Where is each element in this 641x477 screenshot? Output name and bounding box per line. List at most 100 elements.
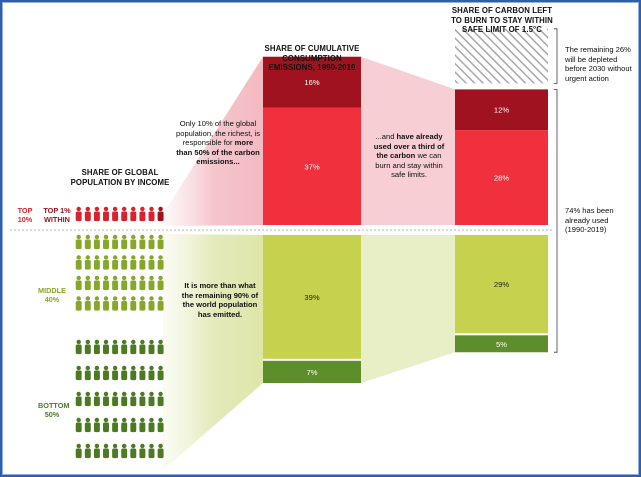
person-icon-mid2-4 xyxy=(112,275,119,291)
person-icon-bot2-6 xyxy=(130,391,137,407)
person-icon-mid2-6 xyxy=(130,275,137,291)
person-icon-bot3-3 xyxy=(103,417,109,433)
note-richest: Only 10% of the global population, the r… xyxy=(176,119,260,167)
person-icon-bot4-2 xyxy=(93,443,100,459)
person-icon-mid0-4 xyxy=(112,234,119,250)
person-icon-top-4 xyxy=(112,206,119,222)
person-icon-bot2-3 xyxy=(103,391,109,407)
person-icon-mid1-7 xyxy=(139,255,146,270)
person-icon-bot2-4 xyxy=(112,391,119,407)
person-icon-mid0-8 xyxy=(148,234,155,250)
note-richest-text: Only 10% of the global population, the r… xyxy=(176,119,261,148)
person-icon-mid2-3 xyxy=(103,275,109,291)
budget-label-1: 28% xyxy=(494,174,509,183)
person-icon-bot3-4 xyxy=(112,417,119,433)
person-icon-bot2-1 xyxy=(84,391,91,407)
person-icon-bot1-0 xyxy=(75,365,82,381)
person-icon-bot2-0 xyxy=(75,391,82,407)
person-icon-mid1-1 xyxy=(84,255,91,270)
person-icon-bot1-8 xyxy=(148,365,155,381)
person-icon-bot2-8 xyxy=(148,391,155,407)
bracket-used xyxy=(554,88,558,353)
group-top10-label: TOP 10% xyxy=(17,206,33,224)
person-icon-bot1-2 xyxy=(93,365,100,381)
remaining-budget-hatch xyxy=(455,28,548,84)
emissions-header: SHARE OF CUMULATIVE CONSUMPTION EMISSION… xyxy=(264,44,360,72)
person-icon-mid2-8 xyxy=(148,275,155,291)
bracket-remaining xyxy=(554,28,558,84)
bracket-lines xyxy=(554,28,558,353)
budget-segment-2 xyxy=(455,235,548,334)
person-icon-mid2-5 xyxy=(121,275,128,291)
person-icon-bot3-0 xyxy=(75,417,82,433)
person-icon-top-6 xyxy=(130,206,137,222)
group-top1-label: TOP 1% WITHIN xyxy=(43,206,71,224)
person-icon-bot2-2 xyxy=(93,391,100,407)
person-icon-bot0-0 xyxy=(75,339,82,355)
person-icon-top-8 xyxy=(148,206,155,222)
emissions-label-1: 37% xyxy=(304,162,319,171)
person-icon-mid0-6 xyxy=(130,234,137,250)
person-icon-bot0-6 xyxy=(130,339,137,355)
person-icon-mid1-4 xyxy=(112,255,119,270)
person-icon-top-7 xyxy=(139,206,146,222)
note-remaining-population-text: It is more than what the remaining 90% o… xyxy=(181,281,259,319)
person-icon-mid0-0 xyxy=(75,234,82,250)
person-icon-mid1-3 xyxy=(103,255,109,270)
person-icon-mid0-3 xyxy=(103,234,109,250)
person-icon-bot3-7 xyxy=(139,417,146,433)
person-icon-bot4-0 xyxy=(75,443,82,459)
person-icon-bot4-6 xyxy=(130,443,137,459)
person-icon-bot4-8 xyxy=(148,443,155,459)
person-icon-bot3-2 xyxy=(93,417,100,433)
note-used-post: we can burn and stay within safe limits. xyxy=(375,151,443,180)
person-icon-bot0-7 xyxy=(139,339,146,355)
budget-label-3: 5% xyxy=(496,340,507,349)
person-icon-mid2-9 xyxy=(157,275,164,291)
emissions-label-3: 7% xyxy=(307,368,318,377)
person-icon-mid0-7 xyxy=(139,234,146,250)
budget-label-2: 29% xyxy=(494,280,509,289)
person-icon-bot0-9 xyxy=(157,339,164,355)
emissions-segment-1 xyxy=(263,107,361,225)
connector-bands xyxy=(163,56,455,470)
band-population-top-to-emissions xyxy=(163,56,263,226)
person-icon-mid1-8 xyxy=(148,255,155,270)
person-icon-bot3-1 xyxy=(84,417,91,433)
emissions-segment-2 xyxy=(263,235,361,359)
budget-segment-3 xyxy=(455,335,548,353)
person-icon-mid3-0 xyxy=(75,296,82,311)
note-remaining-budget: The remaining 26% will be depleted befor… xyxy=(565,45,635,83)
note-used-bold: have already used over a third of the ca… xyxy=(373,132,445,161)
emissions-label-0: 16% xyxy=(304,78,319,87)
person-icon-mid3-3 xyxy=(103,296,109,311)
emissions-segment-3 xyxy=(263,360,361,384)
note-used: ...and have already used over a third of… xyxy=(369,132,449,180)
person-icon-top-0 xyxy=(75,206,82,222)
person-icon-mid3-9 xyxy=(157,296,164,311)
person-icon-bot0-8 xyxy=(148,339,155,355)
person-icon-mid3-5 xyxy=(121,296,128,311)
person-icon-bot3-6 xyxy=(130,417,137,433)
band-population-rest-to-emissions xyxy=(163,234,263,470)
person-icon-bot1-3 xyxy=(103,365,109,381)
note-remaining-budget-text: The remaining 26% will be depleted befor… xyxy=(565,45,632,83)
note-used-pre: ...and xyxy=(375,132,397,141)
person-icon-bot4-5 xyxy=(121,443,128,459)
person-icon-top-3 xyxy=(103,206,109,222)
person-icon-mid1-6 xyxy=(130,255,137,270)
band-emissions-rest-to-budget xyxy=(361,235,455,384)
budget-label-0: 12% xyxy=(494,106,509,115)
person-icon-bot4-3 xyxy=(103,443,109,459)
stacked-bars: 16% 37% 39% 7% 12% 28% 29% 5% xyxy=(263,28,548,384)
person-icon-mid3-6 xyxy=(130,296,137,311)
emissions-segment-0 xyxy=(263,56,361,108)
note-already-used-years: (1990-2019) xyxy=(565,225,607,235)
person-icon-bot3-9 xyxy=(157,417,164,433)
note-already-used: 74% has been already used (1990-2019) xyxy=(565,206,637,235)
emissions-label-2: 39% xyxy=(304,293,319,302)
population-header: SHARE OF GLOBAL POPULATION BY INCOME xyxy=(70,168,170,187)
budget-segment-0 xyxy=(455,89,548,131)
person-icon-bot4-9 xyxy=(157,443,164,459)
